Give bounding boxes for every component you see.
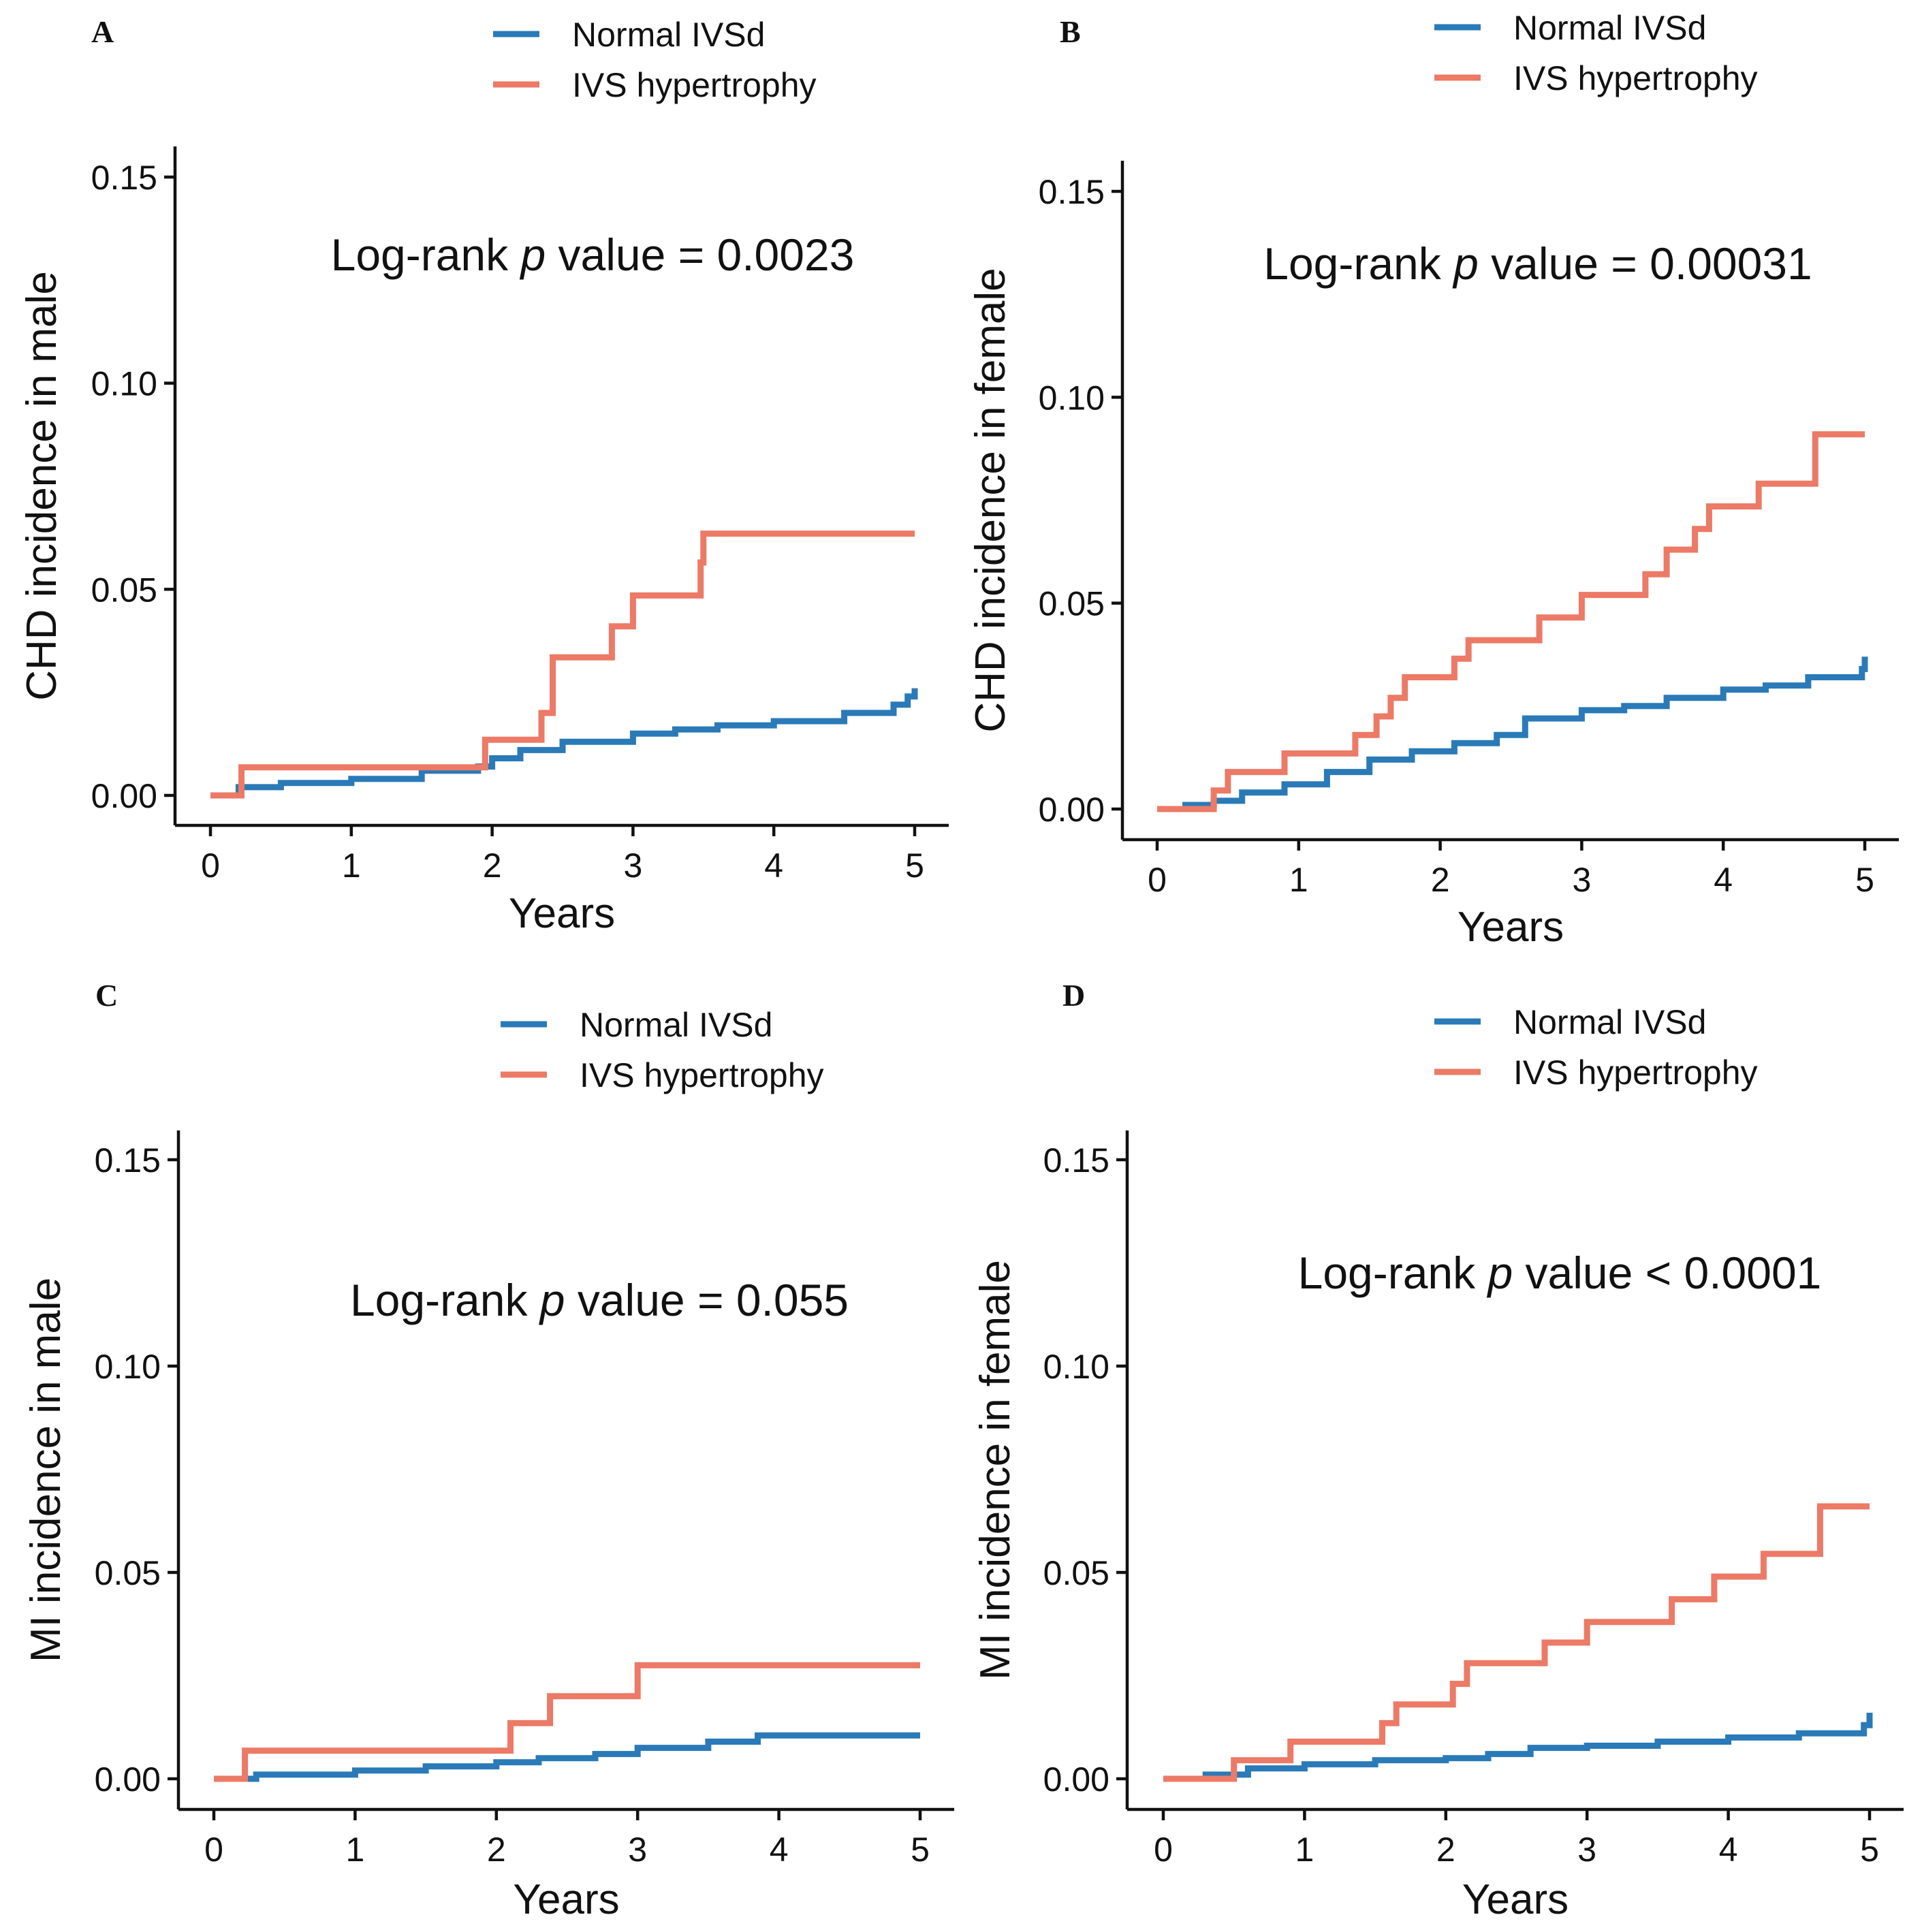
x-tick-label: 3 bbox=[623, 846, 642, 885]
x-tick-label: 2 bbox=[1431, 861, 1450, 899]
annotation-p: p bbox=[519, 229, 546, 280]
x-tick-label: 2 bbox=[487, 1831, 506, 1869]
x-tick-label: 1 bbox=[1295, 1831, 1314, 1869]
y-axis-title: CHD incidence in female bbox=[967, 268, 1014, 732]
y-tick-label: 0.00 bbox=[1039, 791, 1105, 829]
km-curve-hypertrophy bbox=[210, 530, 915, 799]
legend: Normal IVSd IVS hypertrophy bbox=[501, 1006, 824, 1094]
legend: Normal IVSd IVS hypertrophy bbox=[1434, 1003, 1758, 1092]
x-axis-title: Years bbox=[1462, 1876, 1569, 1923]
panel-c: C Normal IVSd IVS hypertrophy 0.00 0.05 0.10 0… bbox=[22, 978, 954, 1923]
annotation-suffix: value = 0.0023 bbox=[546, 229, 854, 280]
y-tick-label: 0.05 bbox=[95, 1554, 161, 1592]
x-tick-label: 0 bbox=[1154, 1831, 1173, 1869]
panel-a: A Normal IVSd IVS hypertrophy 0.00 0.05 0.10 0… bbox=[18, 14, 949, 937]
y-tick-label: 0.15 bbox=[91, 159, 157, 197]
annotation-prefix: Log-rank bbox=[1298, 1248, 1488, 1298]
legend-label-normal: Normal IVSd bbox=[572, 16, 765, 54]
legend-label-hypertrophy: IVS hypertrophy bbox=[572, 66, 817, 104]
annotation-suffix: value = 0.055 bbox=[565, 1275, 849, 1325]
x-tick-label: 5 bbox=[911, 1831, 930, 1869]
x-tick-label: 5 bbox=[905, 846, 924, 885]
x-tick-label: 0 bbox=[201, 846, 220, 885]
panel-letter: B bbox=[1060, 14, 1081, 49]
x-axis-title: Years bbox=[513, 1876, 619, 1923]
x-axis-title: Years bbox=[509, 890, 615, 937]
annotation-p: p bbox=[539, 1275, 565, 1325]
km-curve-hypertrophy bbox=[214, 1662, 920, 1782]
y-axis-title: MI incidence in female bbox=[972, 1260, 1019, 1680]
legend: Normal IVSd IVS hypertrophy bbox=[493, 16, 817, 104]
x-tick-label: 1 bbox=[342, 846, 361, 885]
x-tick-label: 4 bbox=[770, 1831, 789, 1869]
panel-b: B Normal IVSd IVS hypertrophy 0.00 0.05 0.10 0… bbox=[967, 9, 1899, 951]
y-tick-label: 0.15 bbox=[1043, 1141, 1109, 1179]
x-tick-label: 1 bbox=[345, 1831, 364, 1869]
km-curve-normal bbox=[1163, 1713, 1873, 1782]
x-tick-label: 5 bbox=[1860, 1831, 1879, 1869]
x-tick-label: 0 bbox=[1148, 861, 1167, 899]
annotation-p: p bbox=[1486, 1248, 1513, 1298]
y-axis-title: MI incidence in male bbox=[22, 1278, 69, 1662]
y-tick-label: 0.15 bbox=[1039, 173, 1105, 211]
x-tick-label: 4 bbox=[1719, 1831, 1738, 1869]
x-tick-label: 5 bbox=[1855, 861, 1874, 899]
log-rank-annotation: Log-rank p value < 0.0001 bbox=[1298, 1248, 1822, 1298]
log-rank-annotation: Log-rank p value = 0.055 bbox=[350, 1275, 849, 1325]
legend-label-hypertrophy: IVS hypertrophy bbox=[580, 1056, 824, 1094]
km-curve-normal bbox=[214, 1732, 920, 1782]
km-curve-hypertrophy bbox=[1163, 1503, 1870, 1782]
x-tick-label: 3 bbox=[1577, 1831, 1596, 1869]
annotation-suffix: value < 0.0001 bbox=[1513, 1248, 1821, 1298]
y-tick-label: 0.05 bbox=[91, 571, 157, 609]
y-tick-label: 0.10 bbox=[95, 1348, 161, 1386]
y-tick-label: 0.10 bbox=[91, 365, 157, 403]
legend-label-normal: Normal IVSd bbox=[1513, 9, 1706, 47]
y-tick-label: 0.10 bbox=[1043, 1348, 1109, 1386]
legend-label-normal: Normal IVSd bbox=[580, 1006, 772, 1044]
panel-d: D Normal IVSd IVS hypertrophy 0.00 0.05 0.10 0… bbox=[972, 978, 1904, 1923]
legend-label-normal: Normal IVSd bbox=[1513, 1003, 1706, 1041]
panel-letter: D bbox=[1062, 978, 1085, 1013]
y-axis-title: CHD incidence in male bbox=[18, 271, 65, 701]
km-curve-normal bbox=[210, 688, 918, 799]
annotation-p: p bbox=[1452, 238, 1479, 289]
annotation-prefix: Log-rank bbox=[1263, 238, 1453, 289]
x-axis-title: Years bbox=[1458, 904, 1564, 951]
legend-label-hypertrophy: IVS hypertrophy bbox=[1513, 59, 1758, 97]
log-rank-annotation: Log-rank p value = 0.0023 bbox=[331, 229, 855, 280]
x-tick-label: 4 bbox=[764, 846, 783, 885]
legend-label-hypertrophy: IVS hypertrophy bbox=[1513, 1054, 1758, 1092]
x-tick-label: 3 bbox=[628, 1831, 647, 1869]
log-rank-annotation: Log-rank p value = 0.00031 bbox=[1263, 238, 1812, 289]
x-tick-label: 3 bbox=[1572, 861, 1591, 899]
km-curve-hypertrophy bbox=[1157, 431, 1865, 812]
annotation-prefix: Log-rank bbox=[331, 229, 521, 280]
panel-letter: C bbox=[95, 978, 118, 1013]
x-tick-label: 4 bbox=[1714, 861, 1733, 899]
y-tick-label: 0.05 bbox=[1039, 585, 1105, 623]
km-curve-normal bbox=[1157, 656, 1868, 812]
panel-letter: A bbox=[91, 14, 114, 49]
y-tick-label: 0.00 bbox=[91, 777, 157, 815]
y-tick-label: 0.00 bbox=[95, 1760, 161, 1799]
y-tick-label: 0.10 bbox=[1039, 379, 1105, 417]
y-tick-label: 0.05 bbox=[1043, 1554, 1109, 1592]
x-tick-label: 2 bbox=[1436, 1831, 1455, 1869]
annotation-prefix: Log-rank bbox=[350, 1275, 540, 1325]
x-tick-label: 0 bbox=[204, 1831, 223, 1869]
x-tick-label: 1 bbox=[1289, 861, 1308, 899]
x-tick-label: 2 bbox=[483, 846, 502, 885]
y-tick-label: 0.00 bbox=[1043, 1760, 1109, 1799]
y-tick-label: 0.15 bbox=[95, 1141, 161, 1179]
annotation-suffix: value = 0.00031 bbox=[1479, 238, 1812, 289]
legend: Normal IVSd IVS hypertrophy bbox=[1434, 9, 1758, 97]
